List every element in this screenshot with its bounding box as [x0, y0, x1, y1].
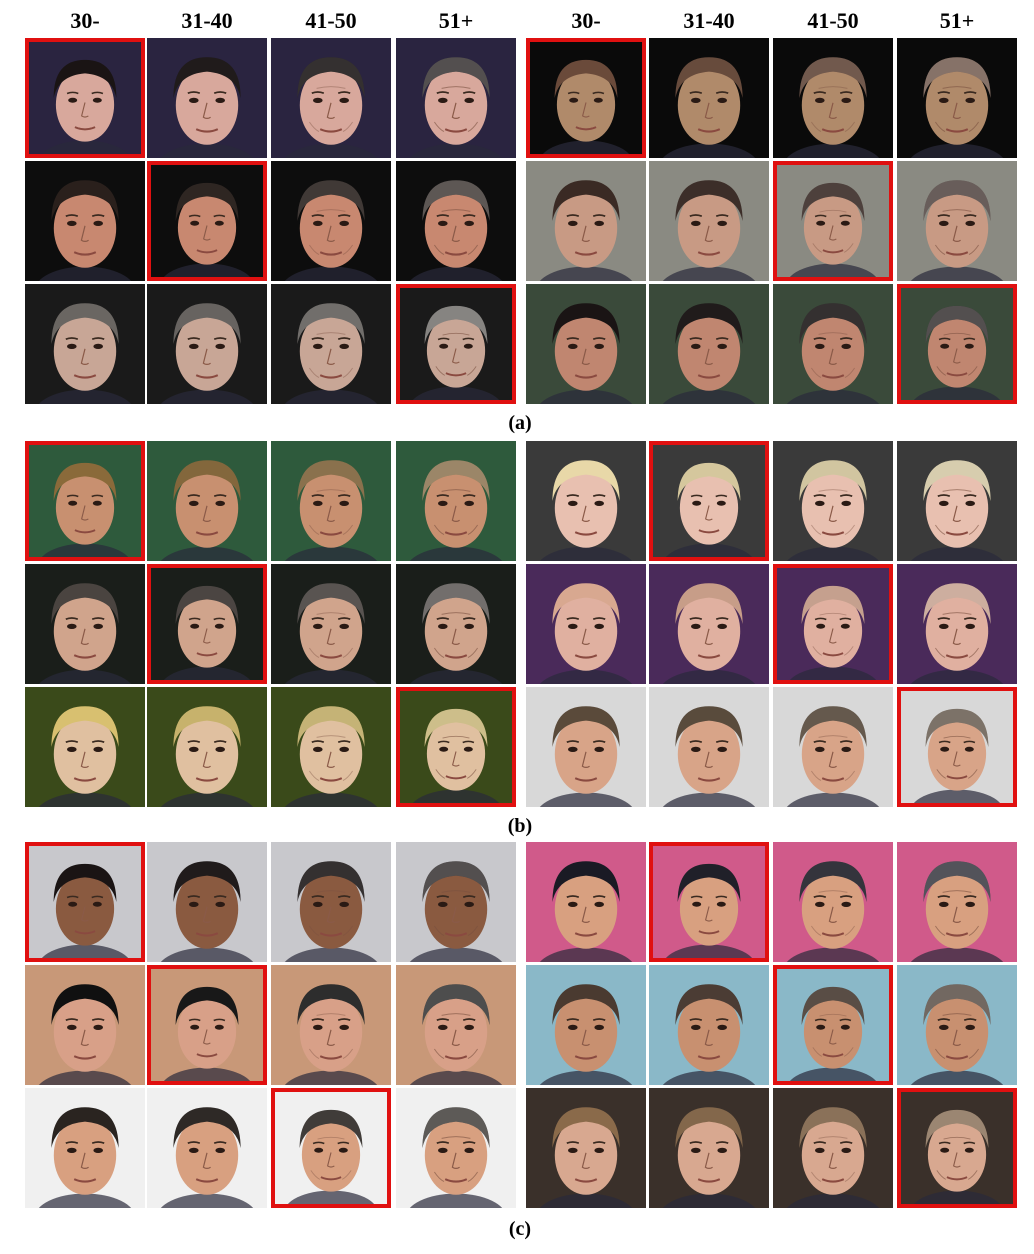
face-image	[526, 842, 646, 962]
face-image	[897, 161, 1017, 281]
face-image	[526, 284, 646, 404]
face-image-highlighted	[773, 161, 893, 281]
face-image	[649, 687, 769, 807]
face-image	[271, 284, 391, 404]
face-image	[396, 441, 516, 561]
face-image	[396, 38, 516, 158]
face-image	[526, 965, 646, 1085]
face-image	[147, 687, 267, 807]
panel-label: (b)	[507, 815, 533, 837]
face-image	[773, 284, 893, 404]
face-image	[649, 161, 769, 281]
face-image-highlighted	[897, 284, 1017, 404]
face-image-highlighted	[25, 842, 145, 962]
face-image	[271, 161, 391, 281]
face-image	[25, 564, 145, 684]
face-image	[526, 1088, 646, 1208]
face-image	[897, 842, 1017, 962]
face-image-highlighted	[773, 564, 893, 684]
face-image	[396, 842, 516, 962]
face-image	[25, 1088, 145, 1208]
face-image	[147, 441, 267, 561]
face-image-highlighted	[773, 965, 893, 1085]
column-header: 31-40	[181, 8, 233, 33]
face-image-highlighted	[526, 38, 646, 158]
face-image-highlighted	[147, 161, 267, 281]
column-header: 51+	[438, 8, 474, 33]
face-image-highlighted	[271, 1088, 391, 1208]
face-image	[897, 965, 1017, 1085]
column-header: 30-	[571, 8, 601, 33]
face-image	[271, 564, 391, 684]
face-image-highlighted	[396, 284, 516, 404]
face-image	[271, 965, 391, 1085]
face-image	[25, 687, 145, 807]
face-image	[526, 687, 646, 807]
face-image	[396, 564, 516, 684]
face-image	[147, 1088, 267, 1208]
panel-label: (a)	[508, 412, 532, 434]
face-image-highlighted	[25, 38, 145, 158]
column-header: 51+	[939, 8, 975, 33]
column-header: 41-50	[305, 8, 357, 33]
face-image-highlighted	[649, 842, 769, 962]
face-image	[773, 687, 893, 807]
face-image-highlighted	[897, 687, 1017, 807]
panel-label: (c)	[508, 1218, 532, 1240]
face-image	[526, 161, 646, 281]
face-image	[271, 441, 391, 561]
column-header: 30-	[70, 8, 100, 33]
face-image	[649, 965, 769, 1085]
face-image	[773, 441, 893, 561]
face-image	[147, 284, 267, 404]
face-image	[25, 161, 145, 281]
face-image-highlighted	[147, 564, 267, 684]
face-image	[649, 38, 769, 158]
face-image	[649, 284, 769, 404]
face-image	[147, 38, 267, 158]
face-image	[25, 284, 145, 404]
column-header: 41-50	[807, 8, 859, 33]
face-image	[897, 38, 1017, 158]
face-image	[773, 1088, 893, 1208]
face-image	[396, 965, 516, 1085]
face-image	[897, 564, 1017, 684]
face-image	[396, 161, 516, 281]
face-image	[147, 842, 267, 962]
face-image	[25, 965, 145, 1085]
column-header: 31-40	[683, 8, 735, 33]
face-image	[649, 564, 769, 684]
face-image	[773, 38, 893, 158]
face-image	[271, 687, 391, 807]
face-image	[271, 842, 391, 962]
face-image-highlighted	[897, 1088, 1017, 1208]
face-image-highlighted	[396, 687, 516, 807]
face-image	[773, 842, 893, 962]
face-image-highlighted	[147, 965, 267, 1085]
face-image	[526, 441, 646, 561]
face-image-highlighted	[25, 441, 145, 561]
face-image	[271, 38, 391, 158]
face-image	[526, 564, 646, 684]
face-image-highlighted	[649, 441, 769, 561]
face-image	[396, 1088, 516, 1208]
face-image	[649, 1088, 769, 1208]
face-image	[897, 441, 1017, 561]
